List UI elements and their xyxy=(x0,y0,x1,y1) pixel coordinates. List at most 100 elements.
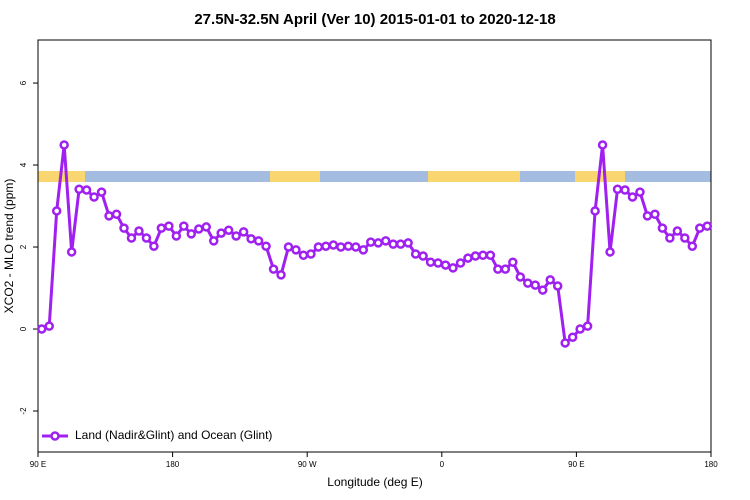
land-band xyxy=(270,171,320,182)
data-point xyxy=(687,241,698,251)
data-point xyxy=(149,241,159,251)
legend-label: Land (Nadir&Glint) and Ocean (Glint) xyxy=(75,428,272,442)
data-point xyxy=(410,249,421,259)
y-tick-label: 0 xyxy=(19,326,28,331)
x-tick-label: 90 W xyxy=(298,460,317,469)
data-point xyxy=(665,233,675,243)
data-point xyxy=(74,184,84,194)
data-point xyxy=(403,238,413,248)
legend-marker xyxy=(50,431,60,441)
data-point xyxy=(321,241,331,251)
data-point xyxy=(642,211,653,221)
data-point xyxy=(179,221,189,231)
chart-title: 27.5N-32.5N April (Ver 10) 2015-01-01 to… xyxy=(194,11,555,28)
x-axis-label: Longitude (deg E) xyxy=(327,475,422,489)
data-point xyxy=(418,251,428,261)
data-point xyxy=(104,211,114,221)
data-point xyxy=(433,258,443,268)
data-point xyxy=(201,222,211,232)
ocean-band xyxy=(320,171,428,182)
data-point xyxy=(530,280,541,290)
plot-frame xyxy=(37,39,712,453)
data-point xyxy=(582,321,593,331)
data-point xyxy=(119,223,129,233)
data-point xyxy=(164,221,174,231)
data-point xyxy=(523,278,533,288)
data-point xyxy=(612,184,623,194)
data-point xyxy=(657,223,668,233)
data-point xyxy=(567,332,578,342)
land-band xyxy=(428,171,520,182)
data-point xyxy=(313,242,324,252)
data-point xyxy=(358,245,369,255)
data-point xyxy=(470,251,481,261)
data-point xyxy=(283,242,294,252)
data-point xyxy=(575,324,585,334)
y-tick-label: 2 xyxy=(19,244,28,249)
data-point xyxy=(44,321,54,331)
data-point xyxy=(650,209,660,219)
y-tick-label: 6 xyxy=(19,80,28,85)
data-point xyxy=(545,275,555,285)
data-point xyxy=(238,227,249,237)
data-point xyxy=(81,185,92,195)
x-tick-label: 90 E xyxy=(30,460,46,469)
surface-band xyxy=(38,171,711,182)
x-tick-label: 90 E xyxy=(568,460,584,469)
x-tick-label: 180 xyxy=(704,460,718,469)
data-point xyxy=(186,229,197,239)
data-point xyxy=(380,236,391,246)
data-point xyxy=(463,253,473,263)
data-point xyxy=(276,270,286,280)
data-point xyxy=(111,209,122,219)
data-point xyxy=(627,192,638,202)
data-point xyxy=(306,249,316,259)
data-point xyxy=(373,238,383,248)
data-point xyxy=(448,263,458,273)
data-point xyxy=(440,260,451,270)
data-point xyxy=(171,231,182,241)
data-point xyxy=(552,281,563,291)
data-point xyxy=(395,239,406,249)
data-point xyxy=(455,258,466,268)
data-point xyxy=(336,242,346,252)
data-point xyxy=(508,257,518,267)
data-point xyxy=(231,231,241,241)
y-tick-label: 4 xyxy=(19,162,28,167)
data-point xyxy=(493,264,503,274)
data-point xyxy=(605,247,615,257)
data-point xyxy=(695,223,705,233)
data-point xyxy=(246,234,256,244)
data-point xyxy=(298,250,309,260)
data-point xyxy=(291,245,301,255)
data-point xyxy=(208,236,219,246)
ocean-band xyxy=(85,171,270,182)
data-point xyxy=(223,225,234,235)
x-tick-label: 180 xyxy=(166,460,180,469)
data-point xyxy=(620,185,630,195)
data-point xyxy=(672,226,683,236)
data-point xyxy=(134,226,144,236)
data-point xyxy=(500,264,511,274)
data-point xyxy=(36,324,47,334)
data-point xyxy=(126,233,137,243)
data-point xyxy=(268,264,279,274)
data-point xyxy=(89,192,99,202)
data-point xyxy=(328,240,339,250)
data-point xyxy=(635,187,645,197)
data-point xyxy=(156,223,167,233)
data-point xyxy=(597,140,608,150)
data-point xyxy=(702,221,713,231)
data-point xyxy=(351,242,361,252)
ocean-band xyxy=(625,171,711,182)
data-point xyxy=(425,257,436,267)
data-point xyxy=(515,272,526,282)
y-axis-label: XCO2 - MLO trend (ppm) xyxy=(2,179,16,314)
data-point xyxy=(538,285,548,295)
data-point xyxy=(485,250,496,260)
data-point xyxy=(51,206,62,216)
data-point xyxy=(96,187,107,197)
data-point xyxy=(261,241,271,251)
data-point xyxy=(253,236,264,246)
